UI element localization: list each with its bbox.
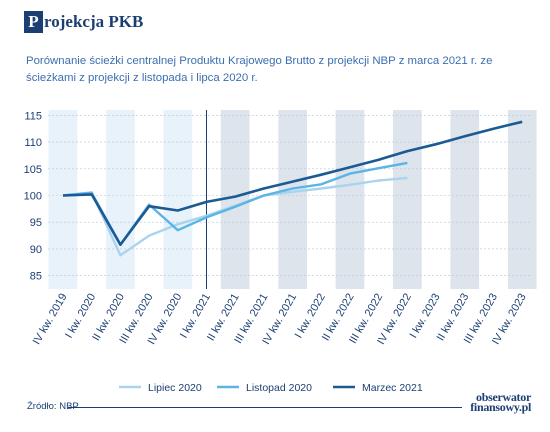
quarter-band (335, 110, 365, 289)
series-lines (62, 120, 523, 257)
legend-label-listopad: Listopad 2020 (246, 382, 312, 394)
title-text: rojekcja PKB (44, 12, 144, 31)
grid-lines (48, 115, 530, 276)
quarter-band (393, 110, 422, 289)
quarter-band (278, 110, 307, 289)
quarter-band (163, 110, 193, 289)
legend-label-marzec: Marzec 2021 (362, 382, 423, 394)
brand-logo: obserwator finansowy.pl (455, 390, 531, 414)
chart-title: P rojekcja PKB (24, 11, 143, 33)
y-tick-label: 100 (24, 190, 42, 202)
source-note: Źródło: NBP (27, 401, 79, 412)
y-tick-label: 105 (24, 164, 42, 176)
y-tick-label: 90 (30, 244, 42, 256)
series-line-marzec (62, 120, 523, 246)
logo-line-1: obserwator (476, 390, 531, 404)
y-tick-label: 115 (24, 110, 42, 122)
legend-label-lipiec: Lipiec 2020 (148, 382, 202, 394)
title-initial-badge: P (24, 11, 43, 33)
quarter-band (507, 110, 537, 289)
legend: Lipiec 2020 Listopad 2020 Marzec 2021 (119, 382, 423, 394)
quarter-bands (48, 110, 537, 289)
y-axis-ticks: 85 90 95 100 105 110 115 (24, 110, 42, 282)
y-tick-label: 95 (30, 217, 42, 229)
x-tick-label: IV kw. 2019 (31, 292, 70, 347)
chart-subtitle: Porównanie ścieżki centralnej Produktu K… (26, 55, 493, 84)
quarter-band (48, 110, 78, 289)
quarter-band (106, 110, 135, 289)
y-tick-label: 110 (24, 137, 42, 149)
logo-line-2: finansowy.pl (470, 400, 531, 414)
footer-divider (68, 407, 462, 408)
y-tick-label: 85 (30, 271, 42, 283)
